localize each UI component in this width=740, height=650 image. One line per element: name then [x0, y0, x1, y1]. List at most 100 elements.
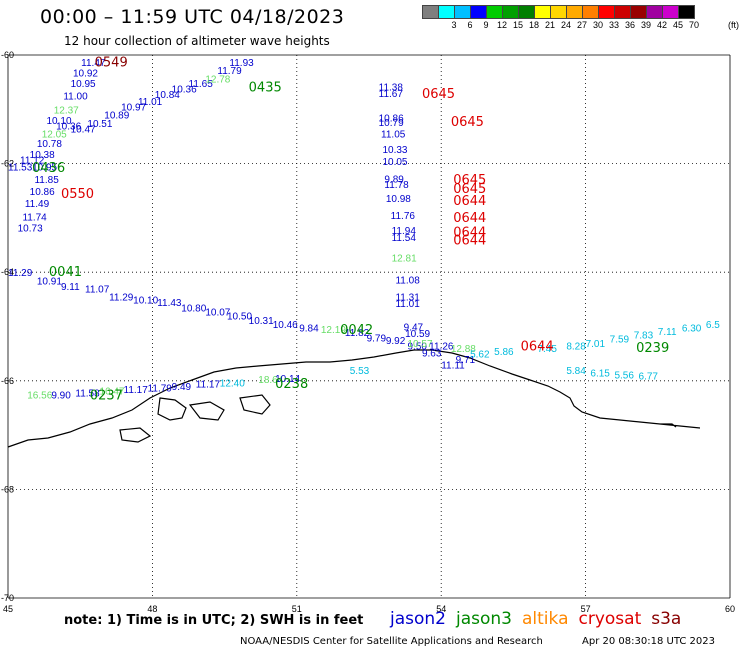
pass-time-label: 0644 — [453, 211, 486, 226]
wave-height-value: 9.50 — [408, 342, 428, 353]
legend-label: 30 — [592, 20, 603, 30]
wave-height-value: 11.47 — [81, 58, 106, 69]
lon-tick-label: 48 — [147, 604, 157, 614]
wave-height-value: 5.86 — [494, 347, 514, 358]
legend-label: 12 — [496, 20, 507, 30]
lat-tick-label: -60 — [1, 50, 14, 60]
wave-height-value: 10.91 — [37, 276, 62, 287]
observation-labels: 11.4710.9210.9511.0012.3710.1012.0510.78… — [8, 58, 720, 401]
pass-time-label: 0237 — [90, 388, 123, 403]
wave-height-value: 12.05 — [42, 130, 67, 141]
lat-tick-label: -64 — [1, 267, 14, 277]
legend-label: 27 — [576, 20, 587, 30]
legend-label: 70 — [688, 20, 699, 30]
wave-height-value: 11.05 — [381, 130, 406, 141]
legend-label: 33 — [608, 20, 619, 30]
legend-label: 18 — [528, 20, 539, 30]
wave-height-value: 10.89 — [104, 111, 129, 122]
wave-height-value: 6.15 — [590, 369, 610, 380]
lon-tick-label: 60 — [725, 604, 735, 614]
wave-height-value: 9.49 — [172, 382, 192, 393]
lat-tick-label: -66 — [1, 376, 14, 386]
pass-time-label: 0644 — [521, 340, 554, 355]
pass-time-label: 0041 — [49, 265, 82, 280]
wave-height-value: 10.47 — [71, 124, 96, 135]
legend-label: 24 — [560, 20, 571, 30]
wave-height-value: 9.84 — [299, 324, 319, 335]
wave-height-value: 6.77 — [639, 371, 659, 382]
wave-height-value: 10.10 — [47, 116, 72, 127]
pass-time-label: 0645 — [453, 182, 486, 197]
pass-time-label: 0436 — [32, 161, 65, 176]
wave-height-value: 9.47 — [404, 323, 424, 334]
wave-height-value: 11.85 — [34, 175, 59, 186]
color-legend — [422, 5, 695, 19]
legend-label: 9 — [483, 20, 489, 30]
graticule — [7, 54, 731, 599]
wave-height-value: 12.78 — [205, 74, 230, 85]
wave-height-value: 11.31 — [395, 293, 420, 304]
satellite-jason2: jason2 — [390, 609, 446, 629]
wave-height-value: 7.01 — [586, 339, 606, 350]
wave-height-value: 11.29 — [8, 268, 33, 279]
wave-height-value: 10.46 — [273, 320, 298, 331]
wave-height-value: 7.45 — [537, 344, 557, 355]
wave-height-value: 8.28 — [566, 342, 586, 353]
wave-height-value: 11.58 — [75, 389, 100, 400]
footnote: note: 1) Time is in UTC; 2) SWH is in fe… — [64, 613, 364, 628]
wave-height-value: 10.33 — [382, 145, 407, 156]
satellite-s3a: s3a — [651, 609, 682, 629]
satellite-legend: jason2 jason3 altika cryosat s3a — [390, 609, 681, 629]
wave-height-value: 11.79 — [148, 383, 173, 394]
wave-height-value: 9.92 — [386, 336, 406, 347]
legend-label: 39 — [640, 20, 651, 30]
wave-height-value: 11.29 — [109, 293, 134, 304]
credit-line: NOAA/NESDIS Center for Satellite Applica… — [240, 636, 715, 647]
wave-height-value: 9.79 — [367, 333, 387, 344]
pass-time-label: 0645 — [422, 87, 455, 102]
wave-height-value: 12.37 — [54, 105, 79, 116]
wave-height-value: 10.05 — [382, 157, 407, 168]
wave-height-value: 10.78 — [37, 139, 62, 150]
wave-height-value: 11.17 — [196, 380, 221, 391]
wave-height-value: 7.11 — [658, 327, 677, 338]
wave-height-value: 10.10 — [133, 295, 158, 306]
wave-height-value: 11.65 — [189, 79, 214, 90]
pass-time-label: 0645 — [451, 115, 484, 130]
wave-height-value: 10.07 — [205, 307, 230, 318]
wave-height-value: 11.94 — [392, 226, 417, 237]
lat-tick-label: -62 — [1, 159, 14, 169]
wave-height-value: 10.92 — [73, 68, 98, 79]
wave-height-value: 11.67 — [379, 89, 404, 100]
wave-height-value: 10.57 — [408, 339, 433, 350]
legend-label: 6 — [467, 20, 473, 30]
pass-time-label: 0644 — [453, 234, 486, 249]
wave-height-value: 11.01 — [138, 97, 163, 108]
wave-height-value: 5.53 — [350, 366, 370, 377]
wave-height-value: 12.19 — [321, 325, 346, 336]
pass-time-label: 0042 — [340, 323, 373, 338]
wave-height-value: 11.74 — [22, 212, 47, 223]
axis-tick-labels: 45 48 51 54 57 60 -60 -62 -64 -66 -68 -70 — [1, 50, 735, 614]
wave-height-value: 10.79 — [379, 118, 404, 129]
wave-height-value: 10.51 — [87, 119, 112, 130]
pass-time-label: 0238 — [275, 377, 308, 392]
wave-height-value: 11.17 — [124, 385, 149, 396]
wave-height-value: 11.11 — [441, 361, 465, 372]
wave-height-value: 11.08 — [395, 275, 420, 286]
wave-height-value: 18.64 — [258, 375, 283, 386]
wave-height-value: 16.56 — [27, 390, 52, 401]
legend-swatch — [678, 5, 695, 19]
lat-tick-label: -68 — [1, 484, 14, 494]
legend-unit: (ft) — [728, 20, 739, 30]
wave-height-value: 10.86 — [379, 113, 404, 124]
lon-tick-label: 57 — [581, 604, 591, 614]
satellite-jason3: jason3 — [456, 609, 512, 629]
wave-height-value: 7.83 — [634, 331, 654, 342]
pass-time-label: 0644 — [453, 225, 486, 240]
legend-label: 45 — [672, 20, 683, 30]
wave-height-value: 10.86 — [30, 187, 55, 198]
wave-height-value: 10.38 — [30, 150, 55, 161]
wave-height-value: 10.97 — [121, 103, 146, 114]
